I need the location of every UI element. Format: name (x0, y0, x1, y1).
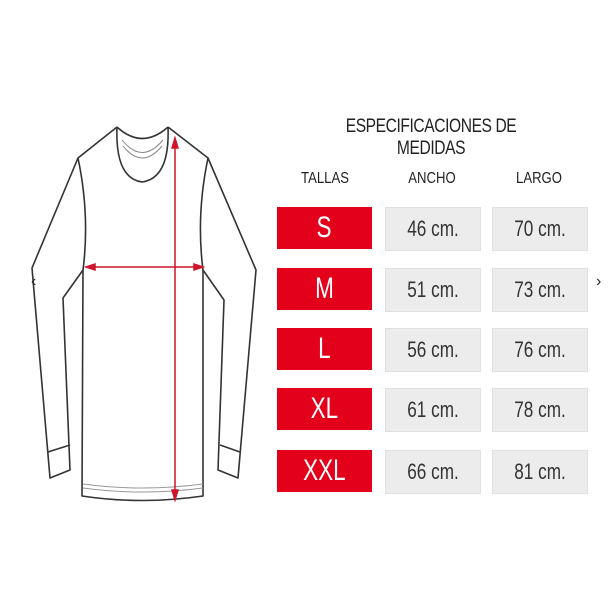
length-cell: 81 cm. (492, 450, 588, 494)
header-sizes: TALLAS (301, 170, 349, 187)
width-cell: 51 cm. (385, 268, 481, 312)
width-cell: 46 cm. (385, 207, 481, 251)
size-cell: M (277, 268, 372, 310)
length-arrowheads (170, 135, 180, 503)
length-cell: 78 cm. (492, 388, 588, 432)
chart-title: ESPECIFICACIONES DE MEDIDAS (345, 116, 517, 159)
size-cell: L (277, 328, 372, 370)
size-cell: XXL (277, 450, 372, 492)
header-width: ANCHO (408, 170, 456, 187)
length-cell: 73 cm. (492, 268, 588, 312)
next-image-button[interactable]: › (596, 273, 602, 290)
width-arrowheads (83, 262, 206, 272)
shirt-diagram (31, 126, 257, 503)
width-cell: 61 cm. (385, 388, 481, 432)
size-cell: XL (277, 388, 372, 430)
size-cell: S (277, 207, 372, 249)
length-cell: 76 cm. (492, 328, 588, 372)
width-cell: 56 cm. (385, 328, 481, 372)
previous-image-button[interactable]: ‹ (31, 273, 37, 290)
shirt-outline (31, 126, 257, 502)
header-length: LARGO (516, 170, 562, 187)
width-cell: 66 cm. (385, 450, 481, 494)
length-cell: 70 cm. (492, 207, 588, 251)
